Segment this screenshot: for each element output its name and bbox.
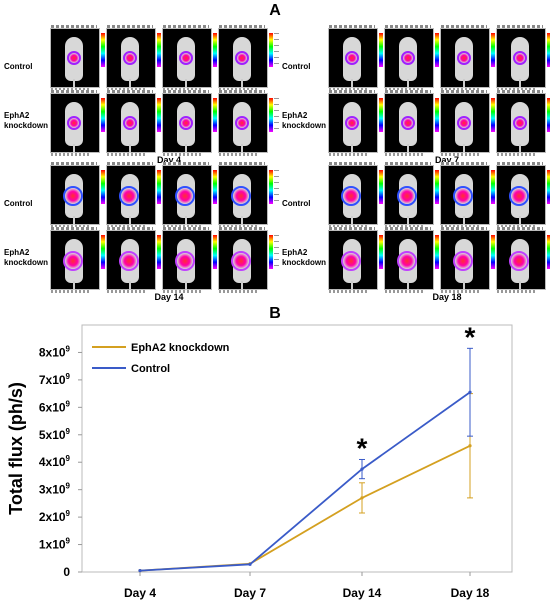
- bioluminescence-image: [384, 25, 445, 91]
- bioluminescence-image: [162, 25, 223, 91]
- bioluminescence-image: [162, 162, 223, 228]
- bioluminescence-image: [496, 90, 550, 156]
- row-label: EphA2 knockdown: [282, 111, 327, 130]
- panel-a-label: A: [269, 2, 281, 19]
- x-tick-label: Day 7: [234, 586, 266, 600]
- series-line: [139, 391, 471, 572]
- bioluminescence-image: [440, 162, 501, 228]
- bioluminescence-image: [384, 162, 445, 228]
- bioluminescence-image: [496, 227, 550, 293]
- bioluminescence-image: [440, 90, 501, 156]
- bioluminescence-image: [162, 90, 223, 156]
- y-axis-label: Total flux (ph/s): [6, 382, 26, 515]
- x-tick-label: Day 14: [343, 586, 382, 600]
- significance-marker: *: [357, 432, 368, 463]
- y-tick-label: 0: [63, 565, 70, 579]
- significance-marker: *: [465, 321, 476, 352]
- y-tick-label: 4x109: [39, 454, 71, 469]
- bioluminescence-image: [328, 90, 389, 156]
- bioluminescence-image: [50, 90, 111, 156]
- bioluminescence-image: [328, 162, 389, 228]
- bioluminescence-image: [218, 25, 279, 91]
- data-point: [468, 444, 472, 448]
- panel-b-label: B: [269, 305, 281, 322]
- bioluminescence-image: [328, 227, 389, 293]
- y-tick-label: 2x109: [39, 509, 71, 524]
- row-label: Control: [282, 199, 311, 208]
- bioluminescence-image: [218, 227, 279, 293]
- bioluminescence-image: [328, 25, 389, 91]
- x-tick-label: Day 18: [451, 586, 490, 600]
- bioluminescence-image: [384, 227, 445, 293]
- day-label: Day 18: [432, 292, 462, 302]
- row-label: Control: [4, 199, 33, 208]
- row-label: EphA2 knockdown: [4, 111, 49, 130]
- day-label: Day 14: [154, 292, 184, 302]
- data-point: [468, 390, 472, 394]
- flux-line-chart: 0 1x109 2x109 3x109 4x109 5x109 6x109 7x109 8x10…: [6, 321, 513, 600]
- y-tick-label: 5x109: [39, 427, 71, 442]
- day-label: Day 7: [434, 155, 460, 165]
- bioluminescence-image: [440, 227, 501, 293]
- bioluminescence-image: [218, 90, 279, 156]
- row-label: Control: [282, 62, 311, 71]
- bioluminescence-image: [106, 25, 167, 91]
- data-point: [360, 467, 364, 471]
- data-point: [360, 496, 364, 500]
- row-label: Control: [4, 62, 33, 71]
- data-point: [138, 569, 142, 573]
- legend-label: EphA2 knockdown: [131, 342, 230, 354]
- row-label: EphA2 knockdown: [282, 248, 327, 267]
- series-line: [139, 444, 471, 572]
- plot-frame: [81, 324, 513, 573]
- bioluminescence-image: [496, 25, 550, 91]
- x-tick-label: Day 4: [124, 586, 156, 600]
- bioluminescence-image: [384, 90, 445, 156]
- bioluminescence-image: [496, 162, 550, 228]
- bioluminescence-image: [50, 25, 111, 91]
- bioluminescence-image: [218, 162, 279, 228]
- day-label: Day 4: [156, 155, 182, 165]
- bioluminescence-image: [50, 227, 111, 293]
- y-tick-label: 1x109: [39, 537, 71, 552]
- y-tick-label: 8x109: [39, 344, 71, 359]
- bioluminescence-image: [106, 162, 167, 228]
- y-tick-label: 7x109: [39, 372, 71, 387]
- y-tick-label: 6x109: [39, 399, 71, 414]
- bioluminescence-image: [106, 227, 167, 293]
- row-label: EphA2 knockdown: [4, 248, 49, 267]
- y-tick-label: 3x109: [39, 482, 71, 497]
- legend-label: Control: [131, 363, 170, 375]
- data-point: [248, 562, 252, 566]
- bioluminescence-image: [50, 162, 111, 228]
- bioluminescence-image: [162, 227, 223, 293]
- bioluminescence-image: [106, 90, 167, 156]
- bioluminescence-image: [440, 25, 501, 91]
